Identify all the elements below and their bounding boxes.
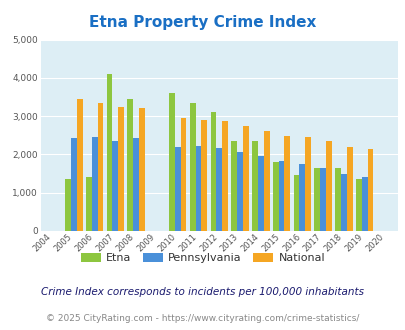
Bar xyxy=(252,141,257,231)
Bar xyxy=(325,141,331,231)
Bar xyxy=(139,108,145,231)
Bar xyxy=(298,164,305,231)
Bar xyxy=(127,99,133,231)
Bar xyxy=(257,156,263,231)
Bar xyxy=(201,119,207,231)
Bar xyxy=(313,168,320,231)
Bar xyxy=(278,161,284,231)
Bar xyxy=(263,131,269,231)
Bar xyxy=(65,179,71,231)
Bar xyxy=(346,147,352,231)
Bar xyxy=(107,74,112,231)
Bar xyxy=(71,138,77,231)
Bar xyxy=(231,141,237,231)
Bar xyxy=(133,138,139,231)
Bar xyxy=(355,179,361,231)
Text: Etna Property Crime Index: Etna Property Crime Index xyxy=(89,15,316,30)
Legend: Etna, Pennsylvania, National: Etna, Pennsylvania, National xyxy=(76,248,329,268)
Bar xyxy=(305,137,310,231)
Bar xyxy=(97,103,103,231)
Bar xyxy=(293,176,298,231)
Bar xyxy=(195,147,201,231)
Bar xyxy=(222,121,227,231)
Bar xyxy=(216,148,222,231)
Bar xyxy=(118,107,124,231)
Bar xyxy=(189,103,195,231)
Bar xyxy=(175,147,180,231)
Bar xyxy=(92,137,97,231)
Bar xyxy=(210,112,216,231)
Bar xyxy=(272,162,278,231)
Text: Crime Index corresponds to incidents per 100,000 inhabitants: Crime Index corresponds to incidents per… xyxy=(41,287,364,297)
Bar xyxy=(77,99,82,231)
Bar xyxy=(237,152,242,231)
Bar xyxy=(320,168,325,231)
Bar xyxy=(340,174,346,231)
Bar xyxy=(334,168,340,231)
Text: © 2025 CityRating.com - https://www.cityrating.com/crime-statistics/: © 2025 CityRating.com - https://www.city… xyxy=(46,314,359,323)
Bar xyxy=(168,93,175,231)
Bar xyxy=(242,126,248,231)
Bar xyxy=(367,149,373,231)
Bar xyxy=(361,177,367,231)
Bar xyxy=(86,178,92,231)
Bar xyxy=(112,141,118,231)
Bar xyxy=(180,118,186,231)
Bar xyxy=(284,136,290,231)
